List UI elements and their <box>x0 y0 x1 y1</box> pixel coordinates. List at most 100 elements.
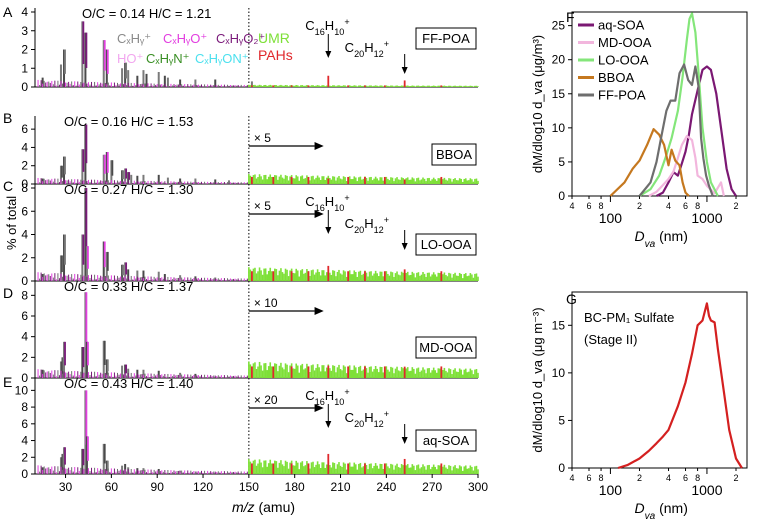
peak-arrow-head <box>325 421 332 428</box>
y-tick-label: 4 <box>21 5 28 19</box>
legend-cxhy: CₓHᵧ⁺ <box>117 31 151 46</box>
y-tick-label: 15 <box>552 318 566 332</box>
panel-letter-A: A <box>3 4 13 20</box>
x-minor-tick-label: 4 <box>666 473 671 483</box>
y-tick-label: 2 <box>21 159 28 173</box>
legend-label-bboa: BBOA <box>598 70 634 85</box>
y-tick-label: 1 <box>21 61 28 75</box>
x-tick-label: 270 <box>422 480 442 494</box>
chart-title: BC-PM₁ Sulfate <box>584 310 674 325</box>
x-minor-tick-label: 6 <box>683 473 688 483</box>
legend-pahs: PAHs <box>258 47 293 63</box>
x-tick-label: 240 <box>376 480 396 494</box>
oc-hc-ratio: O/C = 0.27 H/C = 1.30 <box>64 182 193 197</box>
y-axis-label: dM/dlog10 d_va (μg m⁻³) <box>530 307 545 452</box>
spectrum-panel-lo-ooa: 0 2 4 6 8 O/C = 0.27 H/C = 1.30 LO-OOA × 5 C16H1… <box>21 181 479 288</box>
y-tick-label: 3 <box>21 24 28 38</box>
factor-label: LO-OOA <box>421 237 472 252</box>
factor-label-box <box>415 429 477 452</box>
spectrum-panel-aq-soa: 0 2 4 6 8 10 O/C = 0.43 H/C = 1.40 aq-SOA × 20 C1… <box>15 376 479 481</box>
legend-umr: UMR <box>258 30 290 46</box>
x-tick-label: 60 <box>105 480 119 494</box>
factor-label-box <box>431 143 477 166</box>
x-tick-label: 120 <box>193 480 213 494</box>
multiplier-arrow-head <box>314 210 324 218</box>
legend-cxhyo: CₓHᵧO⁺ <box>163 31 207 46</box>
x-minor-tick-label: 8 <box>695 473 700 483</box>
x-tick-label: 300 <box>468 480 488 494</box>
peak-label-c20h12: C20H12+ <box>345 409 389 429</box>
y-tick-label: 0 <box>21 274 28 288</box>
panel-letter-F: F <box>566 9 575 25</box>
x-major-tick-label: 100 <box>599 482 623 498</box>
series-line-ff-poa <box>638 63 714 197</box>
peak-label-c20h12: C20H12+ <box>345 39 389 59</box>
y-tick-label: 2 <box>21 350 28 364</box>
y-tick-label: 5 <box>558 413 565 427</box>
spectrum-panel-bboa: 0 2 4 6 O/C = 0.16 H/C = 1.53 BBOA × 5 <box>21 114 479 191</box>
y-tick-label: 6 <box>21 309 28 323</box>
peak-label-c16h10: C16H10+ <box>305 193 349 213</box>
multiplier-arrow-head <box>314 307 324 315</box>
y-tick-label: 0 <box>21 467 28 481</box>
x-tick-label: 30 <box>59 480 73 494</box>
peak-arrow-head <box>401 67 408 74</box>
peak-arrow-head <box>325 51 332 58</box>
multiplier-arrow-head <box>314 142 324 150</box>
y-tick-label: 6 <box>21 417 28 431</box>
x-major-tick-label: 100 <box>599 210 623 226</box>
y-tick-label: 6 <box>21 204 28 218</box>
y-axis-label: % of total <box>4 196 19 250</box>
x-minor-tick-label: 4 <box>569 473 574 483</box>
legend-label-lo-ooa: LO-OOA <box>598 53 649 68</box>
umr-multiplier: × 5 <box>254 199 271 213</box>
multiplier-arrow-head <box>314 404 324 412</box>
x-minor-tick-label: 6 <box>586 201 591 211</box>
y-axis-label: dM/dlog10 d_va (μg/m³) <box>530 35 545 173</box>
y-tick-label: 0 <box>21 371 28 385</box>
x-minor-tick-label: 2 <box>733 473 738 483</box>
y-tick-label: 20 <box>552 53 566 67</box>
series-line-bc-pm1-sulfate <box>617 302 743 470</box>
legend-cxhyo2: CₓHᵧO₂⁺ <box>216 31 265 46</box>
peak-arrow-head <box>325 227 332 234</box>
y-tick-label: 8 <box>21 400 28 414</box>
y-tick-label: 2 <box>21 43 28 57</box>
y-tick-label: 25 <box>552 19 566 33</box>
spectrum-x-axis: 30 60 90 120 150 180 210 240 270 300 <box>59 474 488 494</box>
peak-label-c16h10: C16H10+ <box>305 387 349 407</box>
x-axis-label: Dva (nm) <box>635 500 688 519</box>
x-minor-tick-label: 8 <box>695 201 700 211</box>
factor-label-box <box>415 336 477 359</box>
y-tick-label: 2 <box>21 251 28 265</box>
y-tick-label: 8 <box>21 181 28 195</box>
panel-letter-B: B <box>3 110 12 126</box>
y-tick-label: 4 <box>21 434 28 448</box>
legend-label-ff-poa: FF-POA <box>598 88 646 103</box>
legend: CₓHᵧ⁺ CₓHᵧO⁺ CₓHᵧO₂⁺ HO⁺ CₓHᵧN⁺ CₓHᵧON⁺ … <box>117 30 293 66</box>
factor-label: FF-POA <box>422 31 470 46</box>
factor-label: MD-OOA <box>419 340 473 355</box>
y-tick-label: 8 <box>21 288 28 302</box>
legend-cxhyn: CₓHᵧN⁺ <box>146 51 189 66</box>
y-tick-label: 4 <box>21 330 28 344</box>
umr-multiplier: × 10 <box>254 296 278 310</box>
oc-hc-ratio: O/C = 0.14 H/C = 1.21 <box>82 6 211 21</box>
x-minor-tick-label: 4 <box>666 201 671 211</box>
factor-label: aq-SOA <box>423 433 470 448</box>
chart-subtitle: (Stage II) <box>584 332 637 347</box>
umr-multiplier: × 20 <box>254 393 278 407</box>
factor-label-box <box>415 233 477 256</box>
x-minor-tick-label: 6 <box>683 201 688 211</box>
peak-arrow-head <box>401 243 408 250</box>
oc-hc-ratio: O/C = 0.43 H/C = 1.40 <box>64 376 193 391</box>
oc-hc-ratio: O/C = 0.16 H/C = 1.53 <box>64 114 193 129</box>
peak-arrow-head <box>401 437 408 444</box>
factor-label-box <box>415 27 477 50</box>
panel-letter-D: D <box>3 285 13 301</box>
x-minor-tick-label: 4 <box>569 201 574 211</box>
x-minor-tick-label: 6 <box>586 473 591 483</box>
y-tick-label: 6 <box>21 122 28 136</box>
